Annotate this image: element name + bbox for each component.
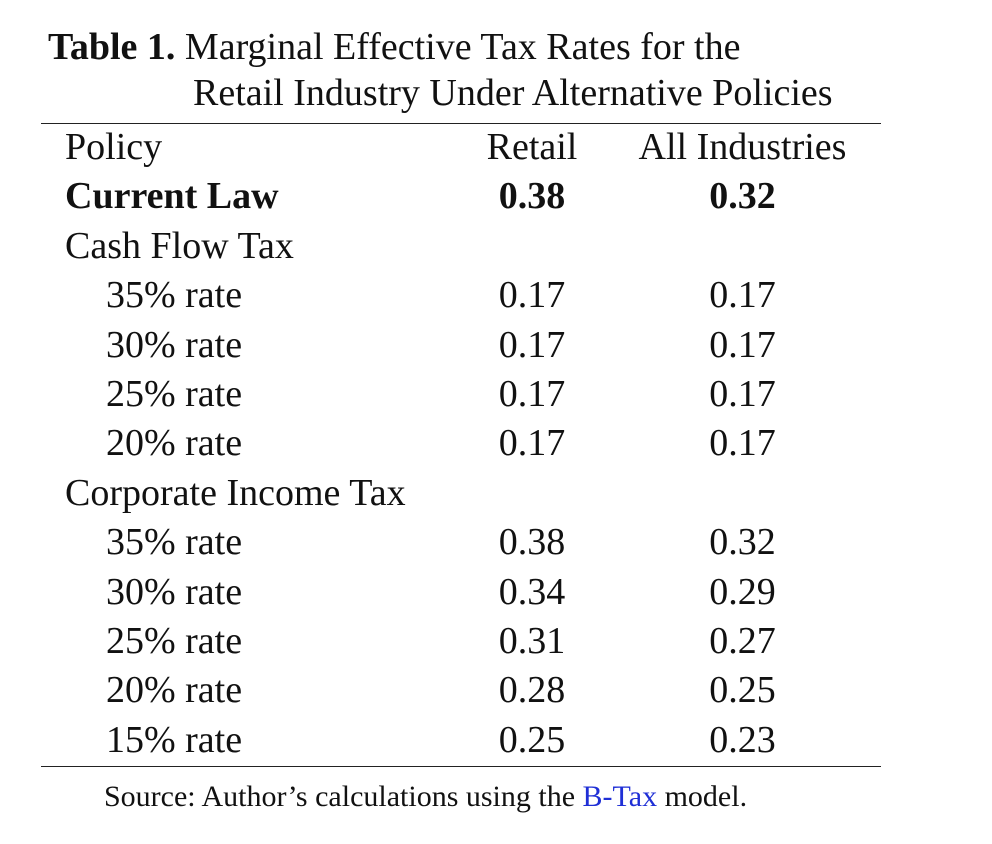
bottom-rule xyxy=(41,766,881,767)
caption-line-1: Table 1. Marginal Effective Tax Rates fo… xyxy=(48,24,833,70)
policy-cell: Cash Flow Tax xyxy=(65,224,294,267)
policy-cell: 35% rate xyxy=(106,521,243,564)
policy-cell: 30% rate xyxy=(106,323,243,366)
table-row: 35% rate 0.17 0.17 xyxy=(0,273,992,322)
table-row: Current Law 0.38 0.32 xyxy=(0,174,992,223)
all-industries-cell: 0.17 xyxy=(709,323,776,366)
top-rule xyxy=(41,123,881,124)
retail-cell: 0.38 xyxy=(498,175,566,218)
retail-cell: 0.17 xyxy=(498,372,566,415)
policy-cell: 30% rate xyxy=(106,570,243,613)
retail-cell: 0.38 xyxy=(498,521,566,564)
all-industries-cell: 0.17 xyxy=(709,372,776,415)
table-row: 20% rate 0.17 0.17 xyxy=(0,421,992,470)
caption-title-line-2: Retail Industry Under Alternative Polici… xyxy=(193,72,833,114)
policy-cell: Corporate Income Tax xyxy=(65,471,406,514)
retail-cell: 0.31 xyxy=(498,619,566,662)
retail-cell: 0.34 xyxy=(498,570,566,613)
table-row: 30% rate 0.34 0.29 xyxy=(0,570,992,619)
tax-rate-table: Policy Retail All Industries Current Law… xyxy=(0,125,992,767)
policy-cell: 15% rate xyxy=(106,718,243,761)
policy-cell: 35% rate xyxy=(106,274,243,317)
b-tax-link[interactable]: B-Tax xyxy=(582,780,658,813)
header-policy: Policy xyxy=(65,126,163,168)
retail-cell: 0.17 xyxy=(498,323,566,366)
table-row: 20% rate 0.28 0.25 xyxy=(0,668,992,717)
retail-cell: 0.17 xyxy=(498,422,566,465)
table-row: 35% rate 0.38 0.32 xyxy=(0,520,992,569)
all-industries-cell: 0.25 xyxy=(709,669,776,712)
table-row: Cash Flow Tax xyxy=(0,224,992,273)
source-note: Source: Author’s calculations using the … xyxy=(104,778,747,816)
table-header-row: Policy Retail All Industries xyxy=(0,125,992,174)
all-industries-cell: 0.29 xyxy=(709,570,776,613)
policy-cell: 20% rate xyxy=(106,669,243,712)
caption-title-line-1: Marginal Effective Tax Rates for the xyxy=(184,26,741,68)
header-retail: Retail xyxy=(486,126,578,168)
retail-cell: 0.28 xyxy=(498,669,566,712)
table-row: 30% rate 0.17 0.17 xyxy=(0,323,992,372)
table-row: 25% rate 0.31 0.27 xyxy=(0,619,992,668)
retail-cell: 0.25 xyxy=(498,718,566,761)
policy-cell: 20% rate xyxy=(106,422,243,465)
source-prefix: Source: Author’s calculations using the xyxy=(104,780,583,813)
policy-cell: Current Law xyxy=(65,175,279,218)
policy-cell: 25% rate xyxy=(106,619,243,662)
retail-cell: 0.17 xyxy=(498,274,566,317)
policy-cell: 25% rate xyxy=(106,372,243,415)
all-industries-cell: 0.27 xyxy=(709,619,776,662)
all-industries-cell: 0.17 xyxy=(709,422,776,465)
header-all-industries: All Industries xyxy=(638,126,847,168)
table-body: Current Law 0.38 0.32 Cash Flow Tax 35% rate… xyxy=(0,174,992,767)
caption-label: Table 1. xyxy=(48,26,176,68)
all-industries-cell: 0.23 xyxy=(709,718,776,761)
source-suffix: model. xyxy=(657,780,748,813)
all-industries-cell: 0.32 xyxy=(709,521,776,564)
all-industries-cell: 0.32 xyxy=(709,175,776,218)
table-row: Corporate Income Tax xyxy=(0,471,992,520)
table-row: 25% rate 0.17 0.17 xyxy=(0,372,992,421)
table-caption: Table 1. Marginal Effective Tax Rates fo… xyxy=(48,24,833,116)
all-industries-cell: 0.17 xyxy=(709,274,776,317)
table-row: 15% rate 0.25 0.23 xyxy=(0,718,992,767)
